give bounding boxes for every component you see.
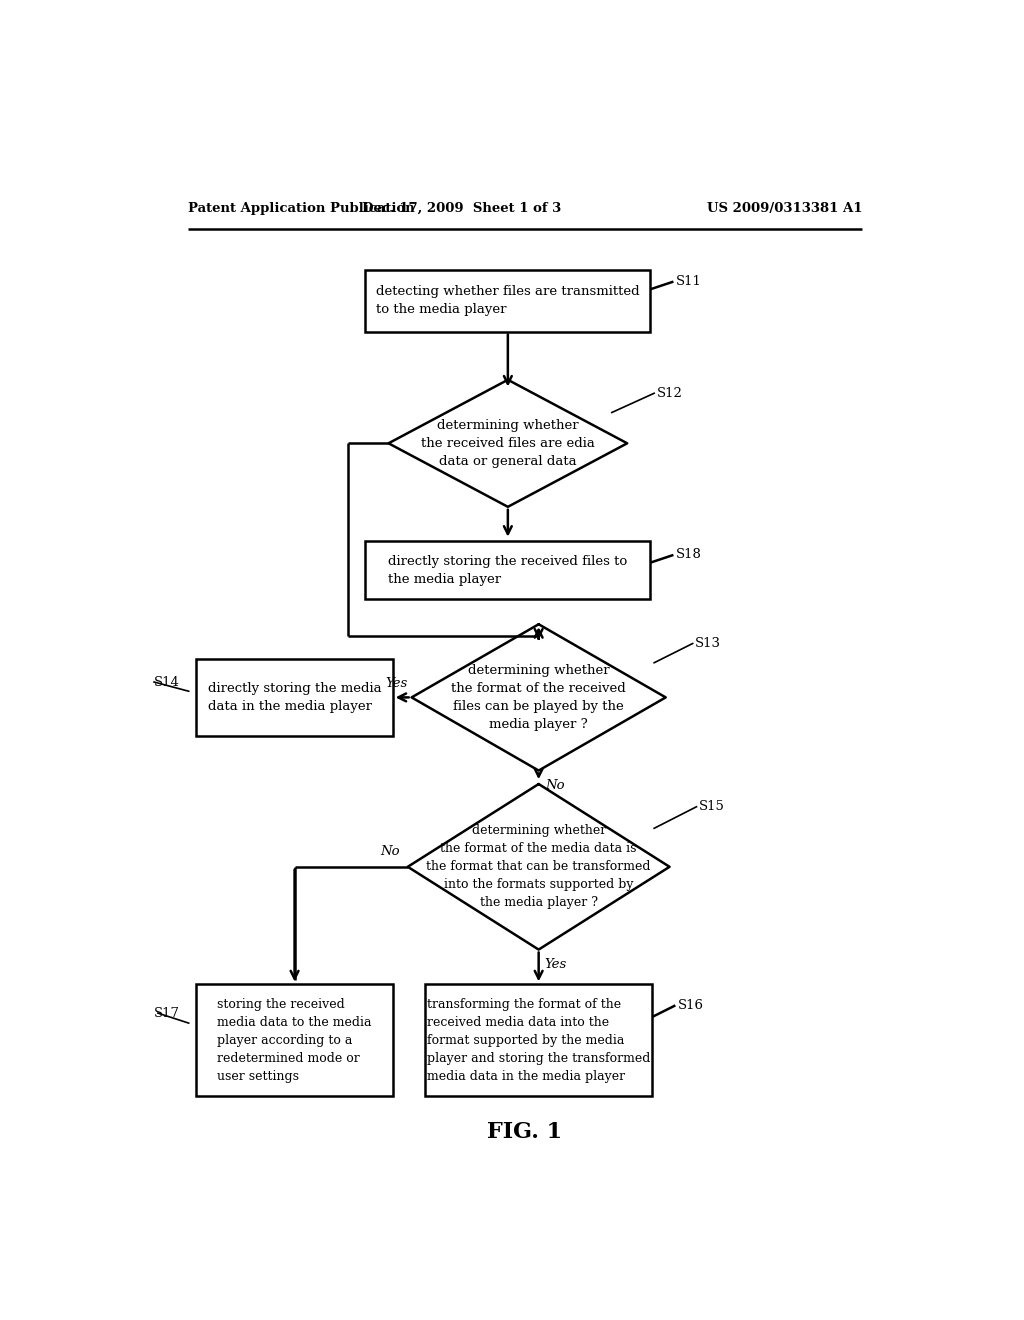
Bar: [425, 985, 652, 1096]
Text: S17: S17: [154, 1007, 180, 1019]
Bar: [366, 271, 650, 331]
Text: S18: S18: [676, 548, 701, 561]
Text: directly storing the received files to
the media player: directly storing the received files to t…: [388, 554, 628, 586]
Text: determining whether
the received files are edia
data or general data: determining whether the received files a…: [421, 418, 595, 467]
Text: S14: S14: [154, 676, 180, 689]
Text: transforming the format of the
received media data into the
format supported by : transforming the format of the received …: [427, 998, 650, 1082]
Text: S15: S15: [698, 800, 725, 813]
Text: S13: S13: [695, 638, 721, 649]
Text: FIG. 1: FIG. 1: [487, 1122, 562, 1143]
Text: Yes: Yes: [385, 677, 408, 690]
Text: No: No: [381, 845, 400, 858]
Text: S16: S16: [678, 999, 703, 1012]
Text: Dec. 17, 2009  Sheet 1 of 3: Dec. 17, 2009 Sheet 1 of 3: [362, 202, 561, 215]
Text: US 2009/0313381 A1: US 2009/0313381 A1: [707, 202, 862, 215]
Text: Patent Application Publication: Patent Application Publication: [188, 202, 415, 215]
Text: determining whether
the format of the media data is
the format that can be trans: determining whether the format of the me…: [426, 824, 651, 909]
Bar: [197, 659, 393, 737]
Text: storing the received
media data to the media
player according to a
redetermined : storing the received media data to the m…: [217, 998, 372, 1082]
Text: S11: S11: [676, 275, 701, 288]
Text: determining whether
the format of the received
files can be played by the
media : determining whether the format of the re…: [452, 664, 626, 731]
Bar: [197, 985, 393, 1096]
Text: Yes: Yes: [545, 958, 567, 972]
Text: directly storing the media
data in the media player: directly storing the media data in the m…: [208, 682, 381, 713]
Text: S12: S12: [656, 387, 682, 400]
Bar: [366, 541, 650, 599]
Text: No: No: [545, 779, 564, 792]
Text: detecting whether files are transmitted
to the media player: detecting whether files are transmitted …: [376, 285, 640, 317]
